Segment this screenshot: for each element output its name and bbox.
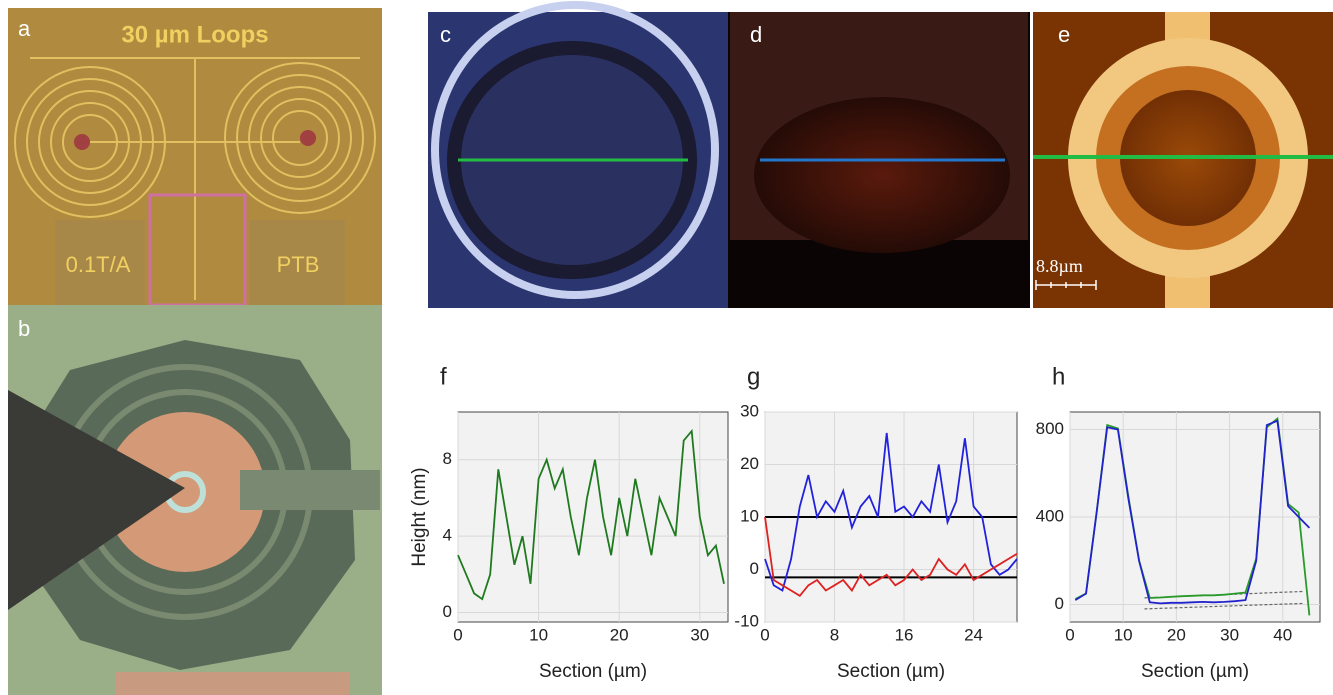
y-tick-label: 20 xyxy=(740,454,759,473)
panel-title: g xyxy=(747,363,760,390)
y-tick-label: 400 xyxy=(1036,506,1064,525)
y-tick-label: 0 xyxy=(750,559,759,578)
panel-title: h xyxy=(1052,363,1065,390)
panel-label: c xyxy=(440,22,451,47)
x-tick-label: 16 xyxy=(895,625,914,644)
y-tick-label: 8 xyxy=(443,449,452,468)
panel-label: e xyxy=(1058,22,1070,47)
x-tick-label: 10 xyxy=(529,625,548,644)
data-line xyxy=(764,432,1018,592)
y-tick-label: 0 xyxy=(443,602,452,621)
x-axis-label: Section (µm) xyxy=(1141,661,1249,682)
x-tick-label: 30 xyxy=(690,625,709,644)
x-tick-label: 0 xyxy=(760,625,769,644)
image-text: 30 µm Loops xyxy=(121,21,268,48)
image-b xyxy=(8,305,382,695)
x-tick-label: 0 xyxy=(453,625,462,644)
image-text: 0.1T/A xyxy=(66,252,131,277)
data-line xyxy=(1074,419,1311,605)
x-axis-label: Section (µm) xyxy=(539,661,647,682)
x-tick-label: 20 xyxy=(1167,625,1186,644)
image-a xyxy=(8,8,382,307)
image-e xyxy=(1033,12,1333,308)
y-tick-label: 0 xyxy=(1055,594,1064,613)
y-tick-label: -10 xyxy=(734,611,759,630)
image-d xyxy=(728,12,1030,308)
plot-area xyxy=(457,411,729,623)
image-c xyxy=(428,1,728,308)
x-tick-label: 30 xyxy=(1220,625,1239,644)
trend-line xyxy=(1144,602,1305,610)
x-tick-label: 8 xyxy=(830,625,839,644)
x-tick-label: 24 xyxy=(964,625,983,644)
data-line xyxy=(457,428,725,601)
panel-title: f xyxy=(440,363,447,390)
x-tick-label: 10 xyxy=(1114,625,1133,644)
x-tick-label: 40 xyxy=(1273,625,1292,644)
y-tick-label: 10 xyxy=(740,506,759,525)
image-text: PTB xyxy=(277,252,320,277)
x-tick-label: 20 xyxy=(610,625,629,644)
scale-bar-label: 8.8µm xyxy=(1036,256,1083,276)
data-line xyxy=(764,516,1018,597)
x-tick-label: 0 xyxy=(1065,625,1074,644)
x-axis-label: Section (µm) xyxy=(837,661,945,682)
y-tick-label: 800 xyxy=(1036,419,1064,438)
panel-label: b xyxy=(18,316,30,341)
panel-label: a xyxy=(18,16,31,41)
y-tick-label: 30 xyxy=(740,401,759,420)
panel-label: d xyxy=(750,22,762,47)
y-axis-label: Height (nm) xyxy=(409,467,430,566)
y-tick-label: 4 xyxy=(443,526,452,545)
